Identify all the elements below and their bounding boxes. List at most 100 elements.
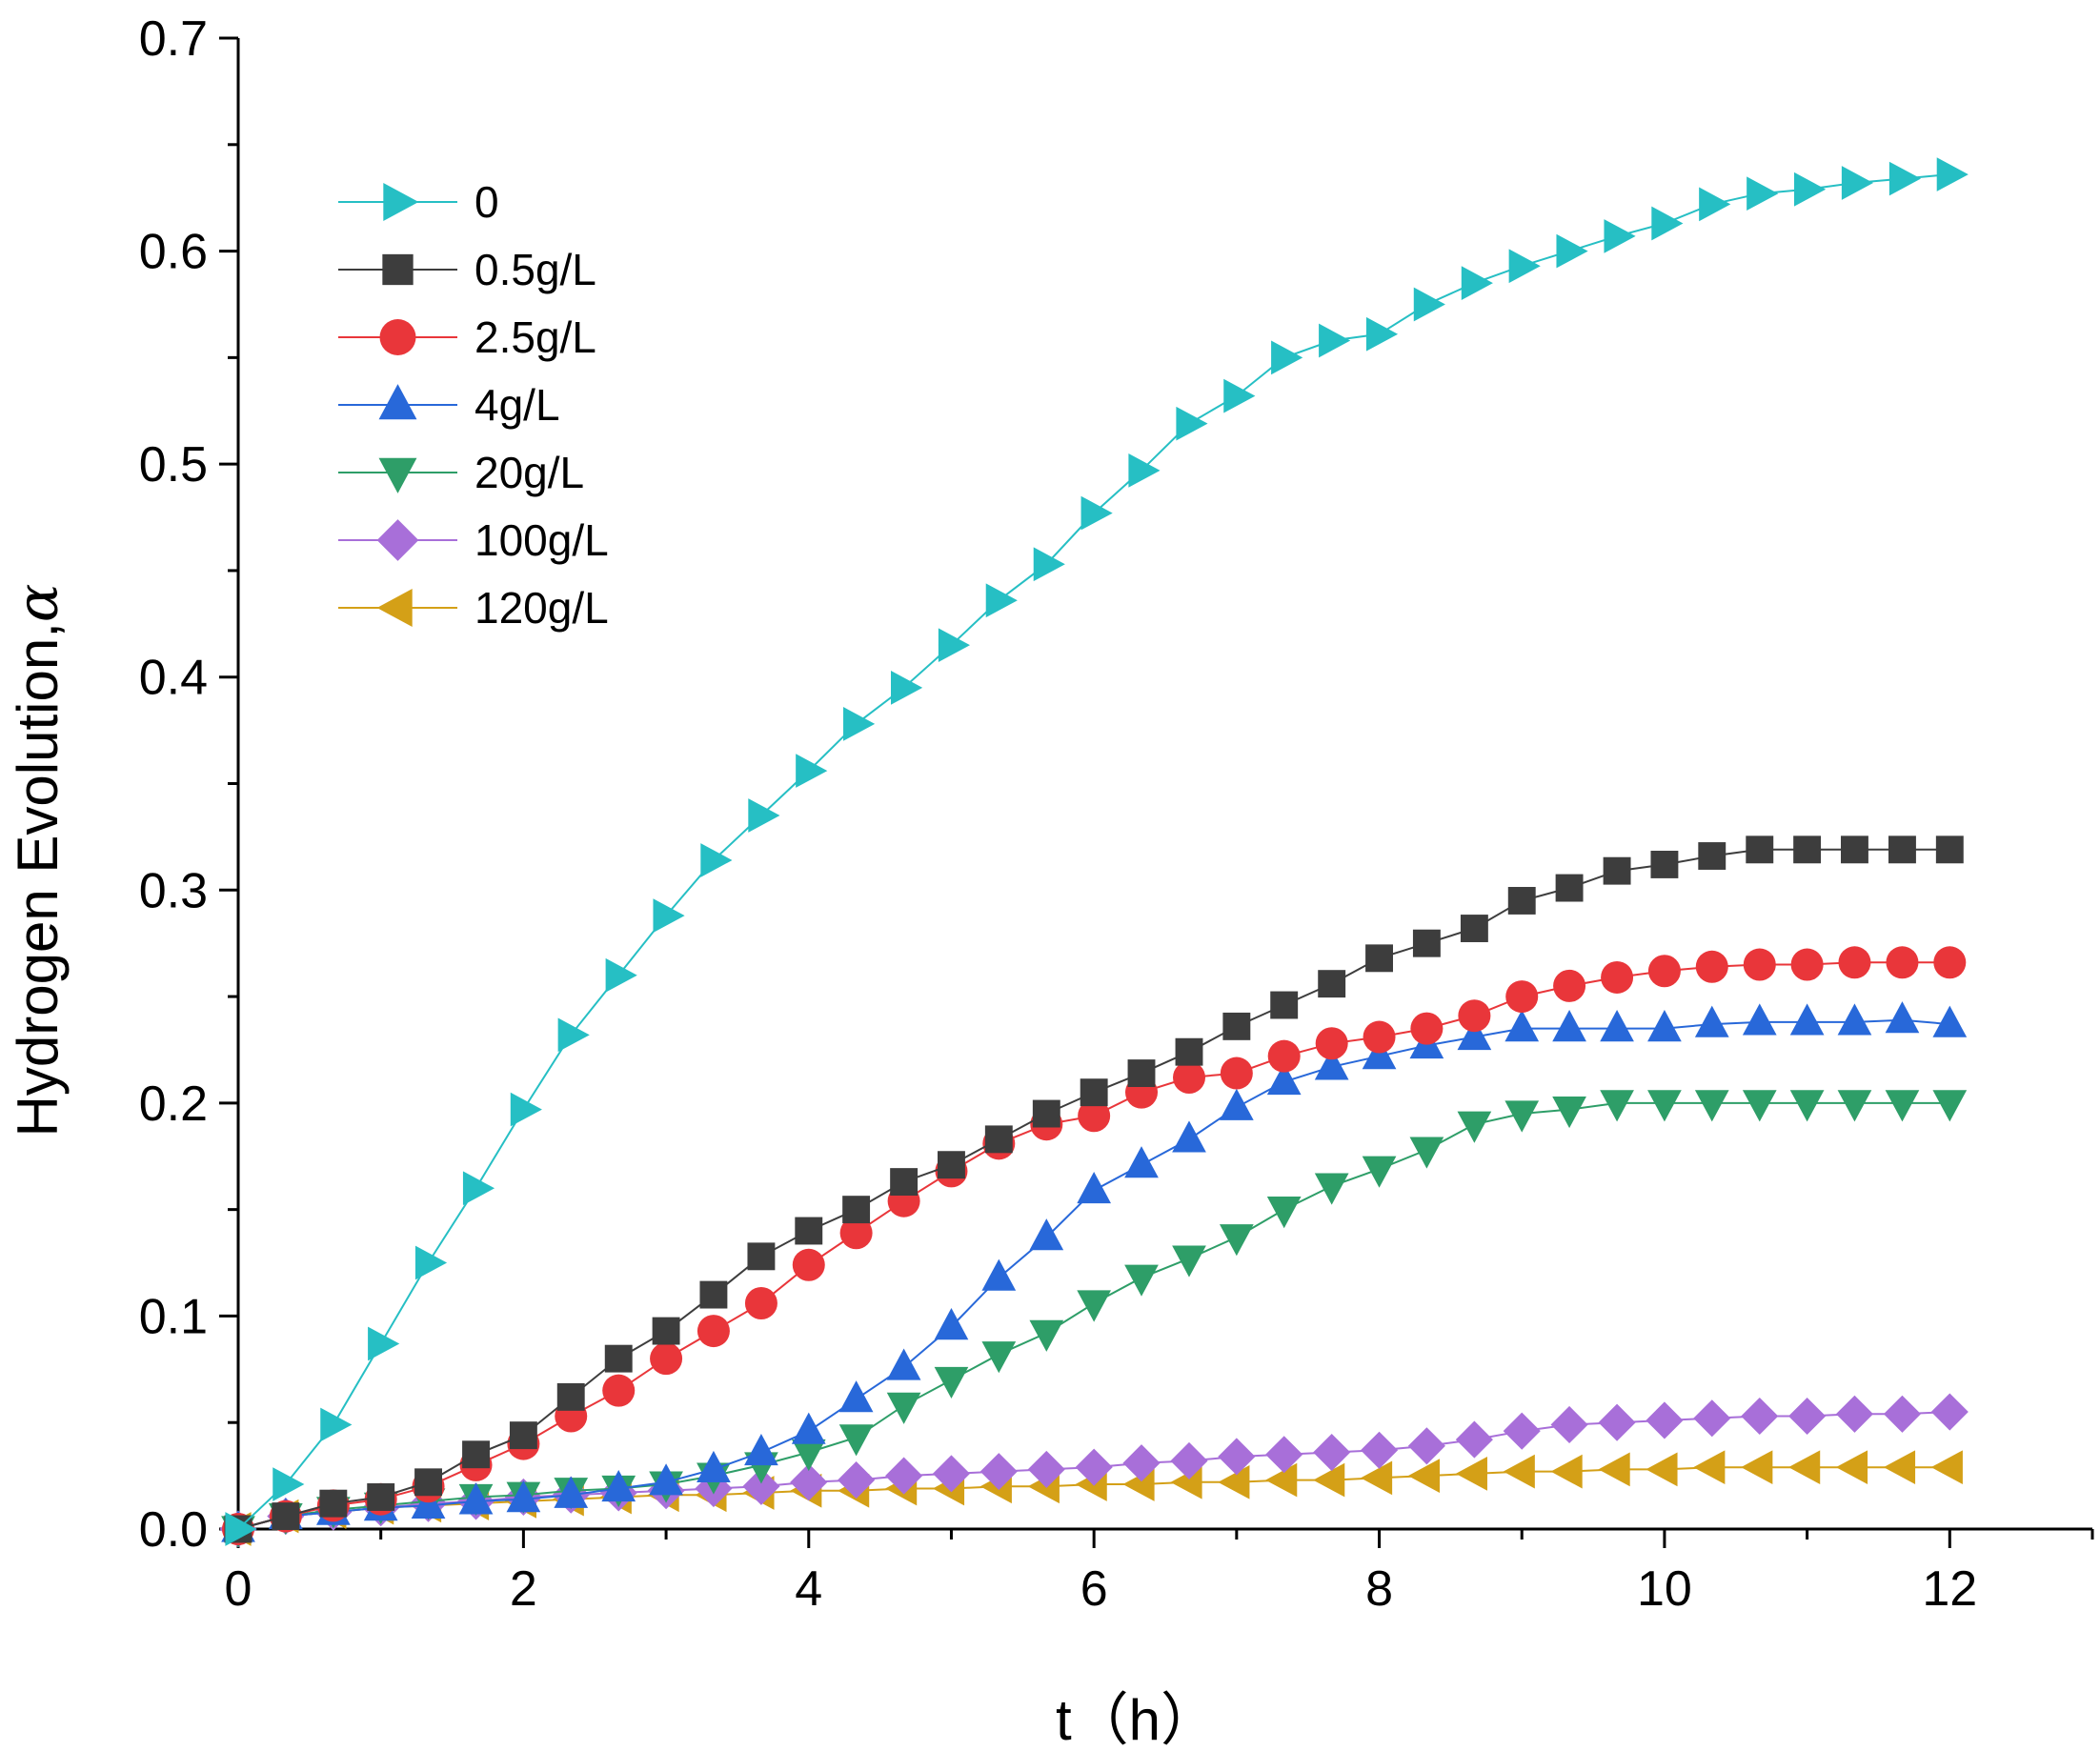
series-100g-l-point — [932, 1455, 971, 1493]
series-0-point — [985, 583, 1018, 618]
series-100g-l-point — [1075, 1448, 1113, 1486]
series-4g-l-point — [1742, 1003, 1777, 1036]
series-0-point — [462, 1171, 495, 1206]
series-0-point — [1176, 406, 1208, 441]
series-20g-l-point — [1077, 1290, 1112, 1322]
legend-label: 20g/L — [475, 448, 584, 497]
series-20g-l-point — [1457, 1111, 1492, 1143]
series-120g-l-point — [1883, 1450, 1916, 1485]
series-0-point — [414, 1245, 448, 1280]
series-4g-l-point — [744, 1433, 778, 1466]
series-0-point — [1128, 453, 1161, 488]
series-0-line — [237, 173, 1950, 1530]
series-120g-l-point — [1313, 1462, 1345, 1498]
series-2-5g-l-point — [1553, 969, 1586, 1002]
series-0-point — [225, 1512, 257, 1546]
series-20g-l-point — [838, 1424, 874, 1457]
series-2-5g-l-point — [1695, 950, 1728, 983]
series-0-5g-l-point — [509, 1421, 537, 1450]
legend-entry: 120g/L — [338, 583, 609, 633]
series-2-5g-l-point — [1647, 955, 1681, 988]
series-100g-l-point — [742, 1467, 780, 1505]
y-tick-label: 0.3 — [139, 863, 208, 918]
series-0-point — [557, 1017, 590, 1053]
series-100g-l-point — [1503, 1412, 1541, 1450]
series-20g-l-point — [1124, 1264, 1159, 1297]
series-0-point — [1033, 547, 1065, 582]
series-0-point — [1699, 187, 1731, 222]
series-20g-l-point — [1266, 1197, 1302, 1229]
series-0-point — [843, 707, 876, 741]
series-2-5g-l-point — [602, 1374, 636, 1407]
series-2-5g-l-point — [1410, 1012, 1444, 1045]
y-axis-title-symbol: α — [5, 584, 71, 623]
series-100g-l-point — [1170, 1441, 1208, 1480]
series-0-point — [1365, 316, 1399, 352]
series-4g-l-point — [458, 1482, 494, 1515]
series-100g-l-point — [1407, 1427, 1445, 1465]
series-0-point — [368, 1326, 400, 1361]
series-120g-l-point — [1741, 1450, 1773, 1485]
series-2-5g-l-point — [792, 1248, 825, 1281]
series-0-point — [1604, 219, 1636, 253]
series-100g-l-point — [1360, 1431, 1399, 1469]
series-100g-l-point — [1598, 1403, 1636, 1441]
series-4g-l-point — [506, 1480, 541, 1513]
series-4g-l-point — [697, 1450, 731, 1482]
series-0-point — [1413, 287, 1445, 322]
series-2-5g-l-point — [1078, 1099, 1111, 1133]
series-0-group — [225, 157, 1969, 1546]
y-tick-label: 0.4 — [139, 651, 208, 706]
series-120g-l-point — [1835, 1450, 1868, 1485]
series-0-5g-l-point — [462, 1440, 490, 1469]
series-4g-l-point — [1362, 1037, 1397, 1070]
series-0-5g-l-point — [1080, 1078, 1108, 1107]
series-0-5g-l-point — [1698, 842, 1726, 870]
series-0-point — [1508, 249, 1541, 284]
series-0-5g-l-point — [1222, 1012, 1251, 1040]
series-120g-l-point — [1598, 1452, 1630, 1487]
series-20g-l-point — [1885, 1090, 1920, 1122]
series-0-point — [320, 1407, 353, 1442]
legend-marker — [383, 183, 419, 221]
series-20g-l-point — [1837, 1090, 1872, 1122]
series-4g-l-point — [1219, 1088, 1254, 1120]
series-2-5g-l-point — [839, 1217, 873, 1250]
series-0-5g-l-point — [1270, 991, 1299, 1019]
series-4g-l-point — [1077, 1171, 1112, 1204]
series-4g-l-point — [1694, 1005, 1729, 1037]
legend-label: 4g/L — [475, 380, 560, 430]
series-100g-l-point — [1455, 1420, 1493, 1459]
x-tick-label: 4 — [795, 1561, 822, 1617]
series-2-5g-l-point — [1601, 960, 1634, 994]
series-120g-l-point — [1646, 1452, 1678, 1487]
legend-marker — [378, 384, 417, 420]
series-20g-l-point — [1647, 1090, 1682, 1122]
series-100g-l-point — [1122, 1444, 1161, 1482]
series-100g-l-point — [1265, 1436, 1303, 1474]
legend-marker — [382, 253, 414, 286]
series-2-5g-l-point — [1790, 948, 1824, 981]
series-2-5g-l-point — [1315, 1027, 1348, 1060]
series-0-point — [1080, 495, 1113, 531]
series-0-5g-l-point — [652, 1317, 680, 1345]
x-tick-label: 8 — [1365, 1561, 1393, 1617]
series-100g-l-point — [1930, 1393, 1969, 1431]
series-4g-l-point — [1457, 1018, 1492, 1051]
series-2-5g-l-point — [1267, 1039, 1301, 1073]
legend-entry: 100g/L — [338, 515, 609, 565]
series-100g-l-point — [1693, 1399, 1731, 1438]
x-tick-label: 6 — [1080, 1561, 1108, 1617]
series-120g-l-point — [1930, 1450, 1963, 1485]
series-20g-l-point — [791, 1439, 826, 1472]
series-4g-l-point — [1885, 1001, 1920, 1034]
series-20g-l-point — [1600, 1090, 1634, 1122]
series-0-point — [1319, 323, 1351, 358]
series-4g-l-point — [601, 1469, 636, 1502]
series-100g-l-point — [979, 1453, 1018, 1491]
legend-entry: 2.5g/L — [338, 312, 596, 362]
series-4g-l-point — [411, 1486, 446, 1520]
series-0-5g-l-point — [272, 1502, 300, 1531]
series-4g-l-point — [1932, 1005, 1968, 1037]
series-20g-l-point — [886, 1392, 921, 1424]
